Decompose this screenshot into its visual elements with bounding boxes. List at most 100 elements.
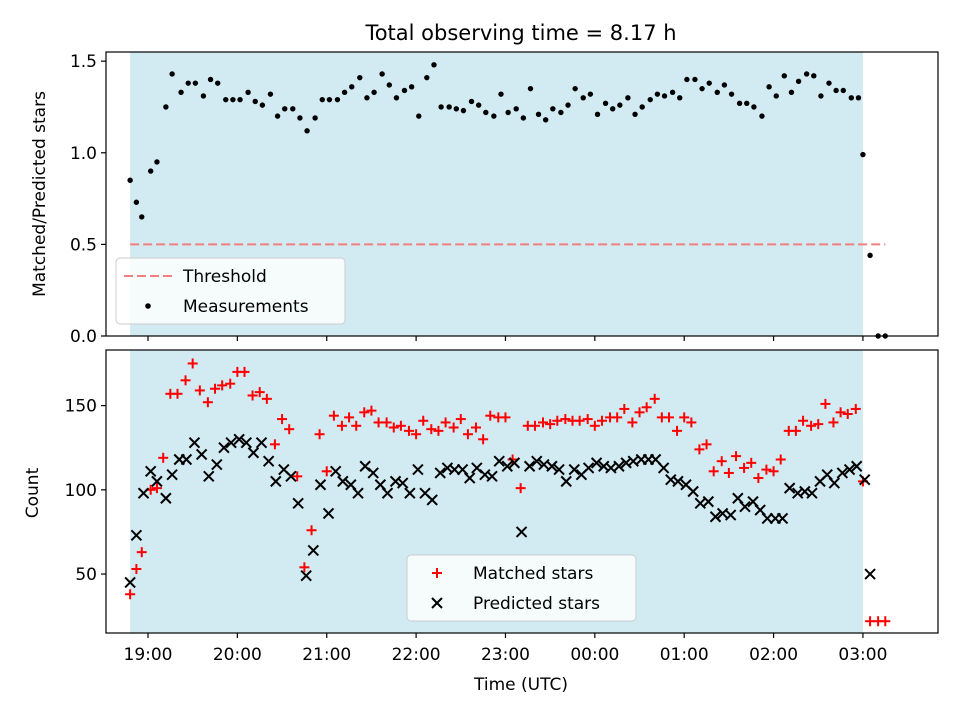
matched-star-point — [239, 366, 250, 377]
measurement-point — [565, 102, 571, 108]
matched-star-point — [790, 425, 801, 436]
ratio-x-axis-ticks — [147, 336, 864, 341]
measurement-point — [304, 128, 310, 134]
matched-star-point — [538, 417, 549, 428]
predicted-star-point — [568, 463, 580, 476]
measurement-point — [803, 71, 810, 77]
matched-star-point — [679, 412, 690, 423]
matched-star-point — [418, 415, 429, 426]
predicted-star-point — [137, 487, 150, 499]
matched-star-point — [880, 616, 891, 627]
measurement-point — [475, 102, 482, 108]
ratio-y-axis-label: Matched/Predicted stars — [30, 91, 50, 297]
measurement-point — [811, 73, 817, 79]
predicted-star-point — [582, 462, 595, 474]
predicted-star-point — [247, 447, 260, 459]
measurement-point — [505, 109, 511, 116]
matched-star-point — [835, 407, 846, 418]
predicted-star-point — [493, 455, 505, 467]
ratio-series-layer — [127, 62, 888, 339]
matched-star-point — [716, 456, 727, 467]
count-y-tick-label: 100 — [65, 481, 97, 501]
predicted-star-point — [225, 436, 237, 449]
matched-star-point — [351, 420, 362, 431]
predicted-star-point — [724, 509, 737, 521]
measurement-point — [386, 82, 392, 88]
matched-star-point — [336, 420, 347, 431]
matched-star-point — [321, 466, 332, 477]
matched-star-point — [746, 457, 757, 468]
predicted-star-point — [687, 485, 699, 498]
matched-star-point — [328, 410, 339, 421]
predicted-star-point — [828, 477, 841, 489]
measurement-point — [520, 115, 527, 121]
x-tick-label: 23:00 — [481, 645, 530, 665]
ratio-panel: 0.0 0.5 1.0 1.5 Total observing time = 8.17… — [30, 21, 939, 347]
predicted-star-point — [396, 477, 409, 489]
predicted-star-point — [486, 470, 498, 483]
matched-star-point — [649, 393, 660, 404]
predicted-star-point — [613, 460, 625, 472]
measurement-point — [840, 87, 846, 94]
matched-star-point — [686, 417, 697, 428]
measurement-point — [759, 113, 765, 119]
matched-star-point — [344, 412, 355, 423]
predicted-star-point — [160, 492, 172, 504]
count-panel: 50 100 150 19:00 20:00 21:00 22:00 23:00 00:00 0… — [23, 349, 939, 695]
ratio-plot-frame — [105, 51, 939, 337]
matched-star-point — [187, 358, 198, 369]
matched-star-point — [125, 589, 136, 600]
matched-star-point — [589, 420, 600, 431]
measurement-point — [357, 74, 363, 81]
ratio-y-tick-label: 1.0 — [70, 144, 97, 164]
measurement-point — [788, 89, 795, 96]
measurement-point — [424, 74, 430, 81]
legend-predicted-swatch — [431, 597, 443, 609]
predicted-star-point — [702, 495, 715, 508]
matched-star-point — [433, 425, 444, 436]
matched-star-point — [403, 425, 414, 436]
measurement-point — [446, 104, 452, 110]
measurement-point — [826, 80, 832, 86]
measurement-point — [192, 80, 199, 86]
measurement-point — [498, 91, 504, 97]
matched-star-point — [158, 452, 169, 463]
predicted-star-point — [367, 467, 379, 479]
measurement-point — [580, 95, 586, 101]
predicted-star-point — [203, 470, 215, 483]
measurement-point — [163, 104, 169, 110]
measurement-point — [744, 100, 750, 107]
matched-star-point — [306, 525, 317, 536]
predicted-star-point — [292, 497, 304, 509]
ratio-series-0 — [127, 62, 888, 339]
measurement-point — [133, 199, 140, 205]
matched-star-point — [574, 415, 585, 426]
measurement-point — [274, 113, 281, 119]
matched-star-point — [664, 412, 675, 423]
measurement-point — [408, 84, 415, 90]
measurement-point — [550, 106, 556, 112]
measurement-point — [736, 100, 743, 107]
matched-star-point — [515, 483, 526, 494]
predicted-star-point — [144, 465, 157, 477]
measurement-point — [848, 95, 855, 101]
measurement-point — [773, 93, 779, 99]
measurement-point — [766, 84, 772, 90]
predicted-star-point — [151, 475, 163, 488]
measurement-point — [684, 76, 690, 83]
predicted-star-point — [180, 453, 193, 466]
measurement-point — [207, 76, 214, 83]
x-tick-label: 01:00 — [660, 645, 709, 665]
measurement-point — [215, 80, 221, 86]
measurement-point — [542, 117, 549, 123]
predicted-star-point — [337, 475, 349, 488]
count-x-axis: 19:00 20:00 21:00 22:00 23:00 00:00 01:00 02:00… — [124, 633, 887, 665]
measurement-point — [252, 98, 258, 105]
predicted-star-point — [531, 455, 543, 467]
measurement-point — [513, 106, 519, 112]
predicted-star-point — [434, 467, 446, 479]
matched-star-point — [254, 387, 265, 398]
predicted-star-point — [130, 529, 143, 542]
predicted-star-point — [404, 487, 416, 499]
matched-star-point — [210, 383, 221, 394]
